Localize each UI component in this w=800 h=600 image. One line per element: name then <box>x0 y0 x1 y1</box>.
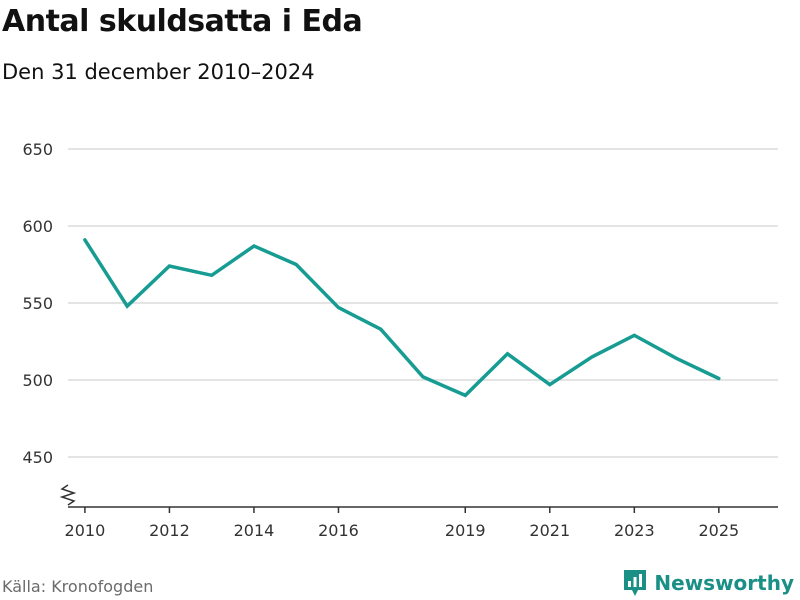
y-tick-label: 550 <box>22 294 53 313</box>
x-tick-label: 2021 <box>529 521 570 540</box>
x-tick-label: 2014 <box>234 521 275 540</box>
source-note: Källa: Kronofogden <box>2 577 154 596</box>
y-axis-tick-labels: 450 500 550 600 650 <box>22 140 53 467</box>
axis-break-icon <box>59 484 77 506</box>
y-tick-label: 500 <box>22 371 53 390</box>
x-axis <box>59 484 778 508</box>
y-tick-label: 600 <box>22 217 53 236</box>
series-line <box>83 238 721 398</box>
series-debt-count <box>83 238 721 398</box>
x-axis-tick-labels: 2010 2012 2014 2016 2019 2021 2023 2025 <box>65 507 739 540</box>
newsworthy-logo-icon <box>624 570 647 596</box>
chart-subtitle: Den 31 december 2010–2024 <box>2 60 315 84</box>
x-tick-label: 2025 <box>698 521 739 540</box>
y-tick-label: 450 <box>22 448 53 467</box>
chart-title: Antal skuldsatta i Eda <box>2 4 363 39</box>
brand-logo[interactable]: Newsworthy <box>622 568 794 598</box>
x-tick-label: 2023 <box>614 521 655 540</box>
grid-lines <box>68 148 778 458</box>
x-tick-label: 2016 <box>318 521 359 540</box>
x-tick-label: 2019 <box>445 521 486 540</box>
y-tick-label: 650 <box>22 140 53 159</box>
brand-name: Newsworthy <box>654 571 794 595</box>
x-tick-label: 2012 <box>149 521 190 540</box>
x-tick-label: 2010 <box>65 521 106 540</box>
